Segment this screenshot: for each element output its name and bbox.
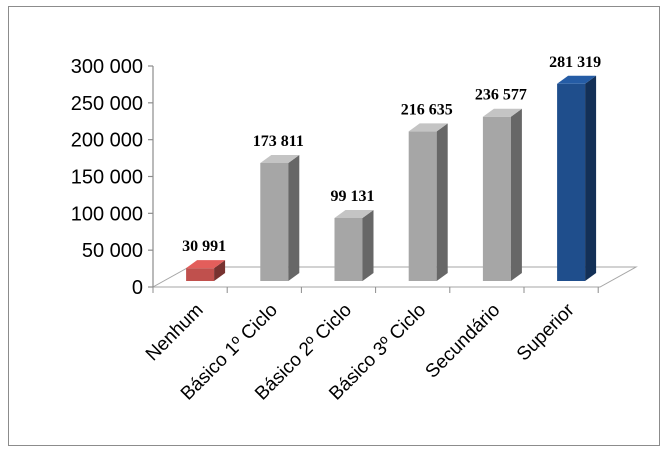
bar-top [260, 154, 300, 163]
bar-top [186, 260, 226, 269]
y-tick-label: 250 000 [71, 93, 143, 115]
bar-top [557, 75, 597, 84]
y-tick-label: 300 000 [71, 56, 143, 78]
data-label: 30 991 [182, 238, 226, 255]
bar-top [482, 108, 522, 117]
bar [260, 154, 300, 281]
bar [334, 209, 374, 281]
bar [408, 123, 448, 281]
bar [186, 260, 226, 281]
data-label: 236 577 [475, 87, 527, 104]
bar-front [334, 217, 363, 281]
bar-front [260, 162, 289, 281]
bar-front [482, 116, 511, 281]
bar-side [362, 209, 374, 281]
y-tick-label: 50 000 [82, 240, 143, 262]
y-tick-label: 200 000 [71, 130, 143, 152]
data-label: 281 319 [549, 54, 601, 71]
bar-top [334, 209, 374, 218]
chart-frame [8, 6, 660, 446]
y-tick-label: 100 000 [71, 203, 143, 225]
data-label: 99 131 [331, 188, 375, 205]
bar-side [288, 154, 300, 281]
bar-side [214, 260, 226, 281]
y-tick-label: 0 [132, 277, 143, 299]
bar-front [408, 131, 437, 281]
category-label: Nenhum [142, 300, 208, 366]
bar-side [585, 75, 597, 281]
data-label: 216 635 [401, 101, 453, 118]
bar-side [510, 108, 522, 281]
bar [557, 75, 597, 281]
bar-side [436, 123, 448, 281]
data-label: 173 811 [253, 133, 304, 150]
bar [482, 108, 522, 281]
bar-front [186, 268, 215, 281]
bar-top [408, 123, 448, 132]
category-label: Secundário [422, 300, 505, 383]
category-label: Superior [513, 299, 579, 365]
y-tick-label: 150 000 [71, 167, 143, 189]
bar-front [557, 83, 586, 281]
